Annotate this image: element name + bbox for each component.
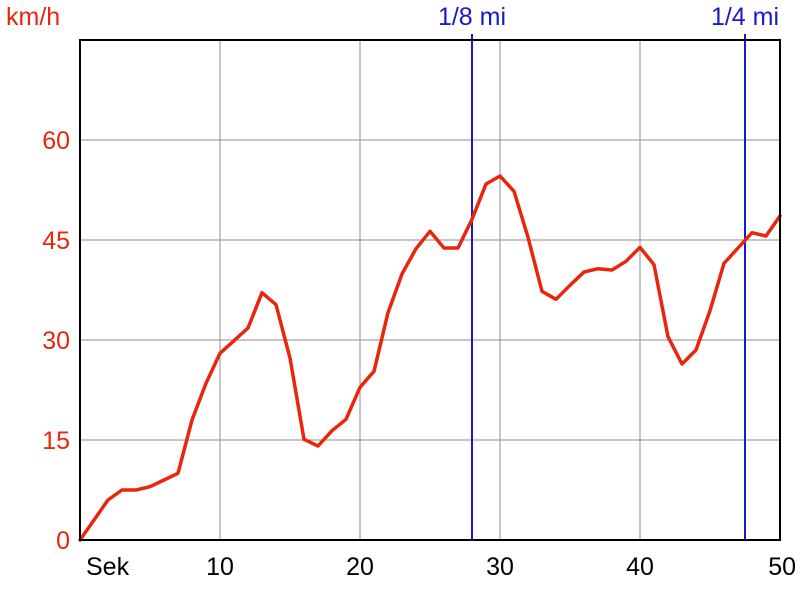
distance-markers: 1/8 mi 1/4 mi (438, 3, 779, 540)
y-axis-unit-label: km/h (6, 3, 60, 31)
y-tick-label: 45 (42, 227, 70, 255)
x-tick-labels: 10 20 30 40 50 (206, 553, 796, 581)
series-layer (78, 174, 782, 542)
distance-marker-label: 1/8 mi (438, 3, 506, 31)
y-tick-label: 0 (56, 527, 70, 555)
x-tick-label: 20 (346, 553, 374, 581)
x-tick-label: 50 (768, 553, 796, 581)
y-tick-label: 30 (42, 327, 70, 355)
y-tick-labels: 0 15 30 45 60 (42, 127, 70, 555)
y-tick-label: 15 (42, 427, 70, 455)
plot-frame (79, 39, 781, 541)
x-axis-unit-label: Sek (86, 553, 130, 581)
distance-marker-label: 1/4 mi (711, 3, 779, 31)
x-tick-label: 30 (486, 553, 514, 581)
x-tick-label: 40 (626, 553, 654, 581)
x-tick-label: 10 (206, 553, 234, 581)
grid-layer (80, 40, 781, 540)
speed-series-line (78, 174, 782, 542)
y-tick-label: 60 (42, 127, 70, 155)
